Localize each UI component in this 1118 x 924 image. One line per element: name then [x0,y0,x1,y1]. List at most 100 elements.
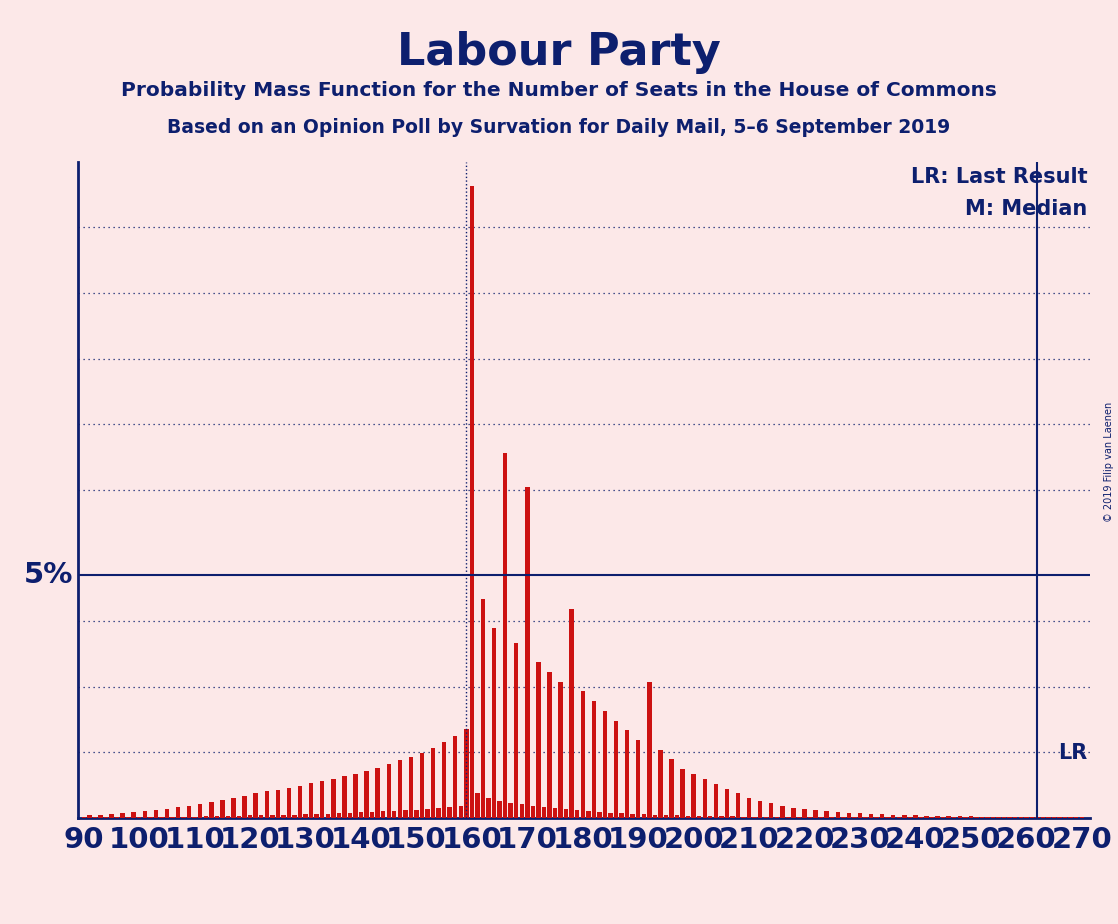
Bar [509,803,513,818]
Bar [824,811,828,818]
Bar [531,806,536,818]
Bar [442,742,446,818]
Bar [132,812,136,818]
Bar [675,815,680,818]
Bar [514,643,519,818]
Bar [303,814,307,818]
Bar [286,787,291,818]
Bar [419,753,424,818]
Bar [430,748,435,818]
Bar [713,784,718,818]
Bar [1046,817,1051,818]
Bar [631,814,635,818]
Bar [404,810,408,818]
Bar [614,721,618,818]
Bar [814,810,818,818]
Bar [603,711,607,818]
Bar [215,816,219,818]
Bar [642,814,646,818]
Text: LR: LR [1058,743,1088,763]
Bar [170,817,174,818]
Bar [1035,817,1040,818]
Bar [708,816,712,818]
Bar [548,672,551,818]
Bar [342,776,347,818]
Bar [392,811,397,818]
Bar [164,808,169,818]
Bar [470,186,474,818]
Bar [625,730,629,818]
Bar [792,808,796,818]
Bar [575,810,579,818]
Bar [1024,817,1029,818]
Bar [126,817,131,818]
Bar [979,817,984,818]
Bar [835,812,840,818]
Bar [187,806,191,818]
Bar [398,760,402,818]
Bar [458,806,463,818]
Bar [359,812,363,818]
Bar [803,809,807,818]
Bar [730,816,735,818]
Bar [925,816,929,818]
Bar [248,815,253,818]
Bar [752,817,757,818]
Bar [464,729,468,818]
Bar [110,814,114,818]
Bar [447,807,452,818]
Bar [387,764,391,818]
Bar [569,609,574,818]
Bar [1002,817,1006,818]
Bar [685,816,690,818]
Bar [775,817,779,818]
Bar [558,682,562,818]
Bar [271,815,275,818]
Bar [552,808,557,818]
Bar [608,813,613,818]
Bar [115,817,120,818]
Bar [736,794,740,818]
Bar [681,769,685,818]
Bar [337,813,341,818]
Bar [259,815,264,818]
Bar [891,815,896,818]
Bar [520,804,524,818]
Bar [697,816,701,818]
Bar [237,816,241,818]
Bar [481,599,485,818]
Bar [503,454,508,818]
Text: Labour Party: Labour Party [397,31,721,75]
Bar [104,817,108,818]
Bar [636,740,641,818]
Bar [453,736,457,818]
Bar [1013,817,1017,818]
Bar [331,779,335,818]
Text: 5%: 5% [23,561,73,589]
Bar [325,814,330,818]
Bar [647,682,652,818]
Bar [858,813,862,818]
Bar [98,815,103,818]
Bar [475,794,480,818]
Bar [498,801,502,818]
Bar [409,757,414,818]
Bar [243,796,247,818]
Bar [537,663,541,818]
Bar [143,811,146,818]
Bar [176,807,180,818]
Bar [902,815,907,818]
Bar [276,789,281,818]
Bar [265,792,269,818]
Bar [281,815,285,818]
Bar [764,817,768,818]
Bar [670,760,674,818]
Bar [591,701,596,818]
Bar [492,628,496,818]
Bar [786,817,790,818]
Bar [968,816,973,818]
Bar [846,813,851,818]
Bar [254,794,258,818]
Bar [991,817,995,818]
Bar [231,798,236,818]
